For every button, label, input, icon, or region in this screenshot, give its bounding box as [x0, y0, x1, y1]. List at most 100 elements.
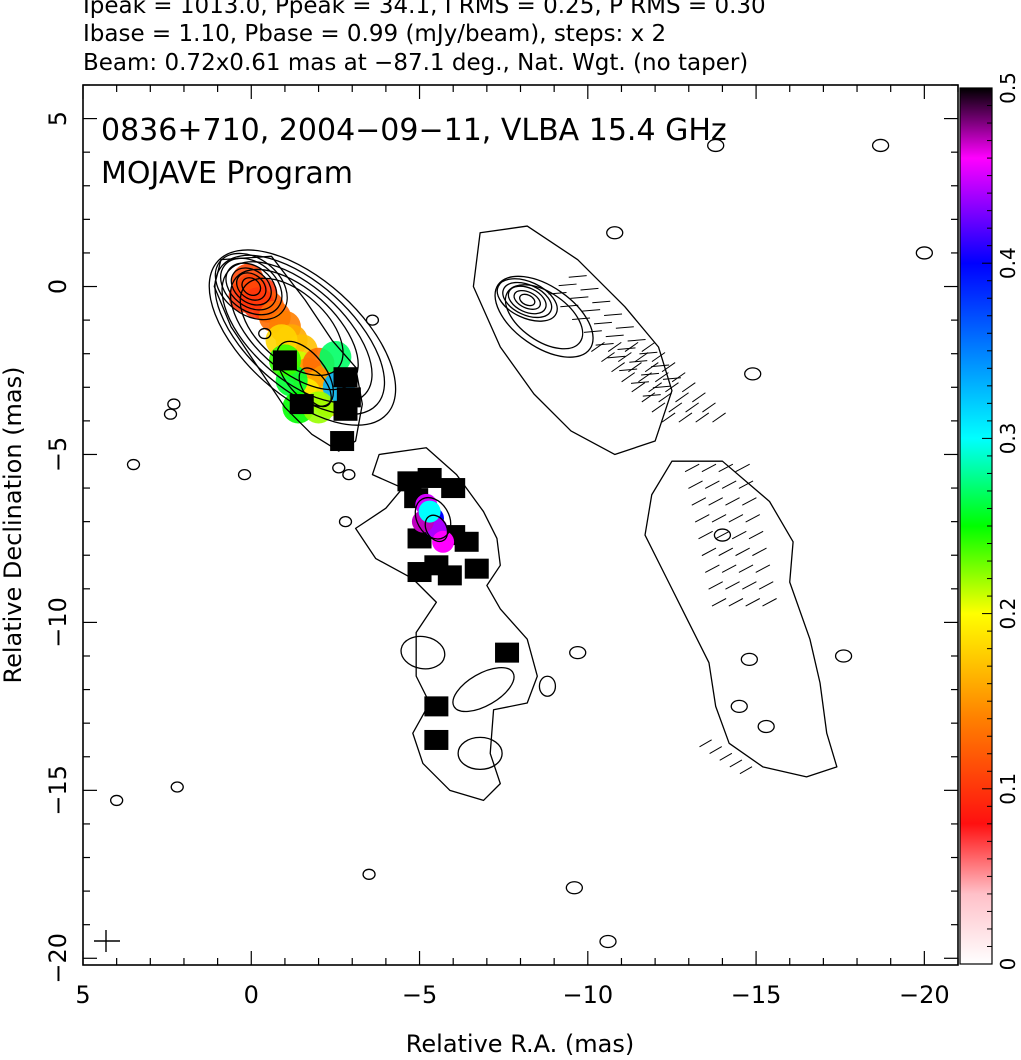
colorbar-tick-label: 0.5	[996, 72, 1020, 104]
contour	[400, 635, 446, 670]
beam-marker	[94, 930, 120, 952]
evpa-stick	[644, 362, 659, 373]
total-intensity-contours	[110, 249, 557, 880]
evpa-stick	[685, 402, 699, 413]
evpa-stick	[641, 341, 656, 352]
evpa-stick	[688, 480, 703, 489]
polarization-patch	[417, 467, 442, 488]
evpa-stick	[695, 412, 710, 423]
evpa-stick	[607, 355, 626, 359]
contour	[332, 462, 346, 474]
evpa-stick	[752, 547, 767, 557]
evpa-stick	[762, 598, 777, 607]
y-axis-ticks	[83, 84, 958, 959]
x-axis-label: Relative R.A. (mas)	[406, 1030, 634, 1058]
evpa-stick	[709, 746, 723, 754]
evpa-stick	[648, 382, 662, 393]
evpa-stick	[681, 382, 696, 393]
plot-frame	[82, 84, 959, 966]
y-tick-label: −20	[44, 933, 72, 984]
x-tick-label: −5	[402, 981, 437, 1009]
contour	[220, 257, 283, 316]
evpa-sticks	[548, 275, 777, 775]
evpa-stick	[638, 372, 652, 383]
polarization-patch	[495, 642, 520, 663]
evpa-stick	[621, 372, 636, 383]
contour	[258, 327, 272, 340]
contour	[757, 719, 775, 734]
contour	[167, 398, 181, 410]
fractional-polarization-color-layer	[228, 263, 520, 750]
contour	[221, 261, 373, 404]
evpa-stick	[728, 598, 744, 607]
polarization-blob	[432, 530, 455, 553]
evpa-stick	[748, 530, 764, 540]
evpa-stick	[742, 581, 757, 590]
evpa-stick	[758, 581, 774, 590]
contour	[236, 272, 267, 301]
evpa-stick	[735, 463, 750, 473]
evpa-stick	[628, 362, 642, 373]
evpa-stick	[580, 287, 599, 291]
contour	[504, 284, 584, 350]
evpa-stick	[755, 564, 771, 573]
evpa-stick	[627, 338, 646, 342]
evpa-stick	[701, 463, 717, 473]
evpa-stick	[705, 480, 720, 489]
evpa-stick	[624, 341, 639, 352]
evpa-stick	[708, 581, 723, 590]
evpa-stick	[634, 352, 649, 363]
program-annotation: MOJAVE Program	[101, 156, 353, 191]
x-axis-ticks	[82, 85, 959, 965]
evpa-stick	[742, 497, 757, 506]
contour	[338, 435, 353, 447]
contour	[915, 246, 933, 260]
contour	[365, 314, 380, 326]
contour	[730, 699, 748, 714]
evpa-stick	[639, 351, 658, 355]
evpa-stick	[629, 360, 648, 363]
evpa-stick	[604, 313, 623, 317]
contour	[298, 367, 332, 408]
y-tick-label: −5	[44, 437, 72, 472]
header-line-1: Ipeak = 1013.0, Ppeak = 34.1, I RMS = 0.…	[83, 0, 766, 19]
evpa-stick	[738, 480, 754, 489]
evpa-stick	[652, 385, 671, 389]
evpa-stick	[745, 514, 761, 523]
contour	[457, 736, 503, 771]
evpa-stick	[592, 300, 611, 304]
evpa-stick	[655, 372, 669, 383]
evpa-stick	[721, 480, 737, 489]
evpa-stick	[611, 362, 625, 373]
evpa-stick	[593, 321, 612, 325]
evpa-stick	[708, 497, 723, 506]
evpa-stick	[601, 352, 615, 363]
y-tick-label: 5	[44, 111, 72, 126]
evpa-stick	[631, 382, 646, 393]
polarization-patch	[464, 558, 489, 579]
contour	[599, 934, 617, 949]
contour	[424, 514, 449, 543]
colorbar-tick-label: 0.3	[996, 422, 1020, 454]
evpa-stick	[665, 382, 679, 393]
contour	[239, 277, 344, 377]
evpa-stick	[725, 497, 740, 506]
evpa-stick	[572, 317, 591, 321]
evpa-stick	[739, 766, 753, 775]
polarization-patch	[289, 394, 314, 415]
evpa-stick	[591, 341, 605, 352]
polarization-patch	[437, 565, 462, 586]
evpa-stick	[711, 514, 727, 523]
evpa-stick	[641, 392, 656, 403]
evpa-stick	[702, 402, 716, 413]
contour	[414, 496, 452, 540]
evpa-stick	[728, 514, 744, 523]
polarized-intensity-contours	[472, 138, 933, 949]
contour	[502, 281, 553, 319]
evpa-stick	[615, 326, 634, 329]
contour	[707, 138, 725, 153]
colorbar	[959, 87, 993, 965]
polarization-patch	[454, 531, 479, 552]
contour	[362, 868, 376, 880]
contour	[170, 781, 184, 793]
